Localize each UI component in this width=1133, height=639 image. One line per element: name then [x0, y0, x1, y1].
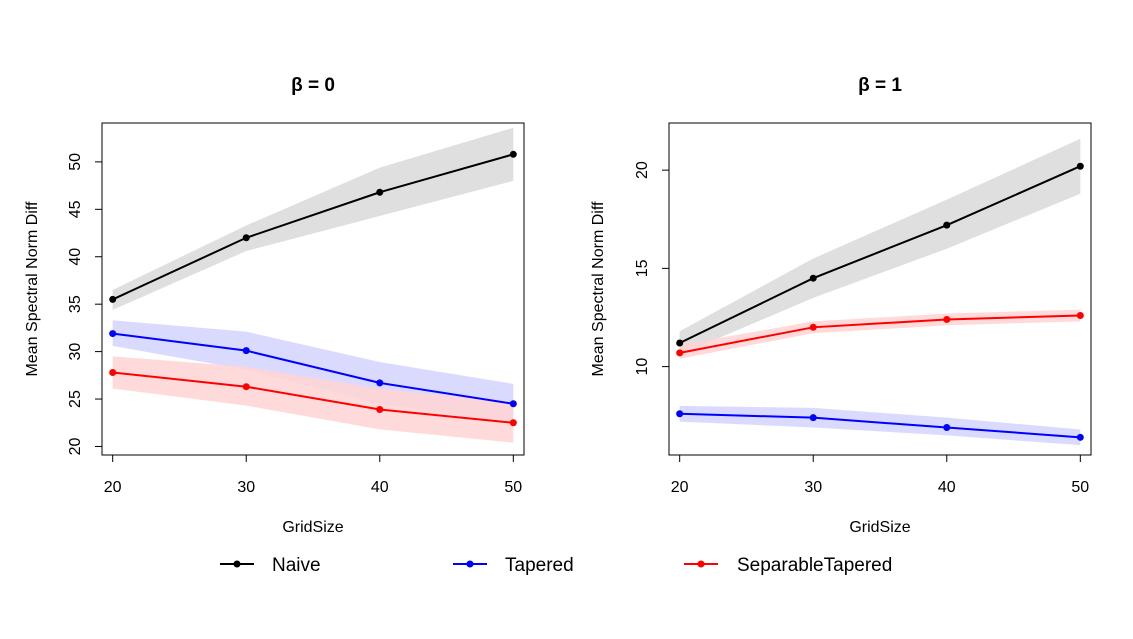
y-tick-label: 50: [67, 153, 84, 171]
x-tick-label: 50: [504, 479, 522, 496]
y-axis-ticks: 20 25 30 35 40 45 50: [67, 153, 103, 455]
series-lines: [679, 165, 1081, 439]
point-naive: [109, 295, 117, 303]
band-separabletapered: [679, 309, 1081, 359]
line-tapered: [112, 332, 514, 405]
series-lines: [112, 153, 514, 424]
point-separabletapered: [109, 368, 117, 376]
y-tick-label: 20: [67, 437, 84, 455]
point-naive: [376, 188, 384, 196]
x-tick-label: 20: [104, 479, 122, 496]
point-tapered: [376, 379, 384, 387]
point-tapered: [109, 330, 117, 338]
line-naive: [679, 165, 1081, 344]
y-tick-label: 25: [67, 390, 84, 408]
point-naive: [809, 274, 817, 282]
point-naive: [676, 339, 684, 347]
point-separabletapered: [943, 315, 951, 323]
y-axis-title: Mean Spectral Norm Diff: [590, 201, 607, 376]
legend: Naive Tapered SeparableTapered: [220, 555, 892, 576]
x-tick-label: 40: [371, 479, 389, 496]
point-tapered: [509, 400, 517, 408]
x-tick-label: 50: [1071, 479, 1089, 496]
y-axis-title: Mean Spectral Norm Diff: [24, 201, 41, 376]
y-tick-label: 40: [67, 248, 84, 266]
series-points: [109, 150, 517, 427]
point-separabletapered: [1076, 312, 1084, 320]
legend-item-naive: Naive: [220, 555, 321, 576]
panel-title: β = 0: [291, 75, 335, 96]
point-separabletapered: [809, 323, 817, 331]
x-tick-label: 30: [237, 479, 255, 496]
point-tapered: [809, 414, 817, 422]
series-points: [676, 162, 1084, 441]
point-separabletapered: [242, 383, 250, 391]
point-tapered: [676, 410, 684, 418]
panel-title: β = 1: [858, 75, 902, 96]
point-naive: [242, 234, 250, 242]
point-naive: [509, 150, 517, 158]
point-tapered: [1076, 433, 1084, 441]
band-naive: [679, 138, 1081, 355]
line-separabletapered: [112, 371, 514, 424]
x-tick-label: 30: [804, 479, 822, 496]
line-separabletapered: [679, 314, 1081, 354]
legend-swatch-point: [466, 560, 474, 568]
point-tapered: [242, 347, 250, 355]
y-tick-label: 30: [67, 343, 84, 361]
y-tick-label: 10: [634, 358, 651, 376]
y-axis-ticks: 10 15 20: [634, 161, 670, 376]
band-naive: [112, 127, 514, 310]
y-tick-label: 45: [67, 200, 84, 218]
y-tick-label: 20: [634, 161, 651, 179]
point-separabletapered: [676, 349, 684, 357]
y-tick-label: 35: [67, 295, 84, 313]
legend-swatch-point: [233, 560, 241, 568]
x-axis-ticks: 20 30 40 50: [671, 454, 1089, 496]
legend-swatch-point: [697, 560, 705, 568]
legend-label: SeparableTapered: [737, 555, 892, 576]
x-axis-ticks: 20 30 40 50: [104, 454, 522, 496]
point-naive: [943, 221, 951, 229]
point-tapered: [943, 423, 951, 431]
legend-item-separabletapered: SeparableTapered: [684, 555, 892, 576]
panel-beta-1: β = 1 GridSize Mean Spectral Norm Diff 2…: [590, 75, 1092, 536]
point-naive: [1076, 162, 1084, 170]
x-axis-title: GridSize: [282, 519, 343, 536]
x-axis-title: GridSize: [849, 519, 910, 536]
line-naive: [112, 153, 514, 301]
legend-label: Tapered: [505, 555, 574, 576]
x-tick-label: 40: [938, 479, 956, 496]
x-tick-label: 20: [671, 479, 689, 496]
legend-label: Naive: [272, 555, 321, 576]
point-separabletapered: [509, 419, 517, 427]
legend-item-tapered: Tapered: [453, 555, 574, 576]
band-separabletapered: [112, 356, 514, 443]
line-tapered: [679, 412, 1081, 439]
panel-beta-0: β = 0 GridSize Mean Spectral Norm Diff 2…: [24, 75, 525, 536]
y-tick-label: 15: [634, 259, 651, 277]
point-separabletapered: [376, 405, 384, 413]
